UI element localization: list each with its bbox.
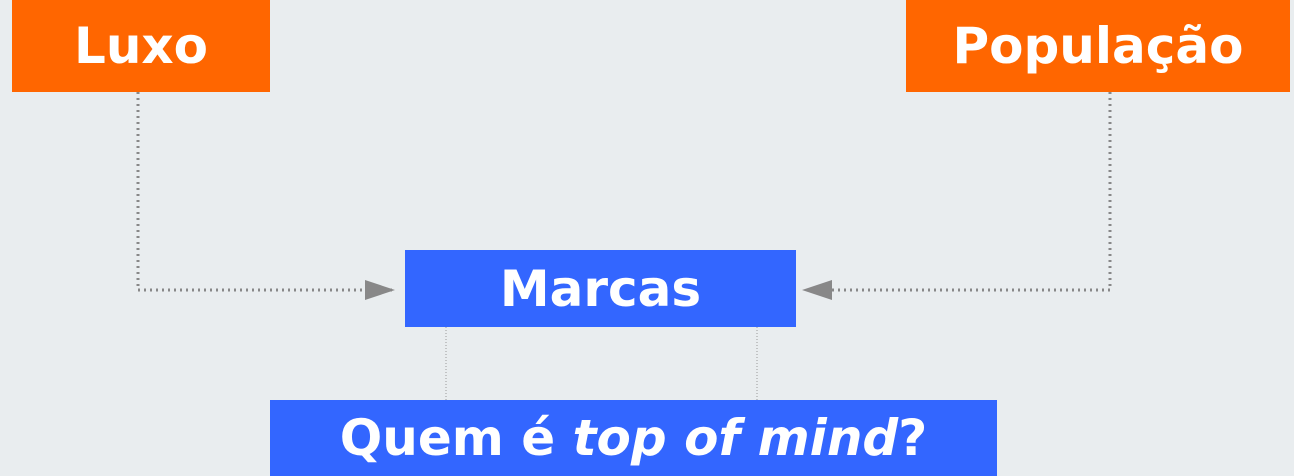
arrow-left [365, 280, 395, 300]
question-start: Quem é [339, 409, 556, 467]
connector-left [136, 92, 392, 292]
node-marcas: Marcas [405, 250, 796, 327]
node-populacao: População [906, 0, 1290, 92]
question-box: Quem é top of mind? [270, 400, 997, 476]
question-end: ? [898, 409, 928, 467]
arrow-right [802, 280, 832, 300]
question-emphasis: top of mind [572, 409, 899, 467]
node-luxo: Luxo [12, 0, 270, 92]
connector-right [832, 92, 1112, 292]
